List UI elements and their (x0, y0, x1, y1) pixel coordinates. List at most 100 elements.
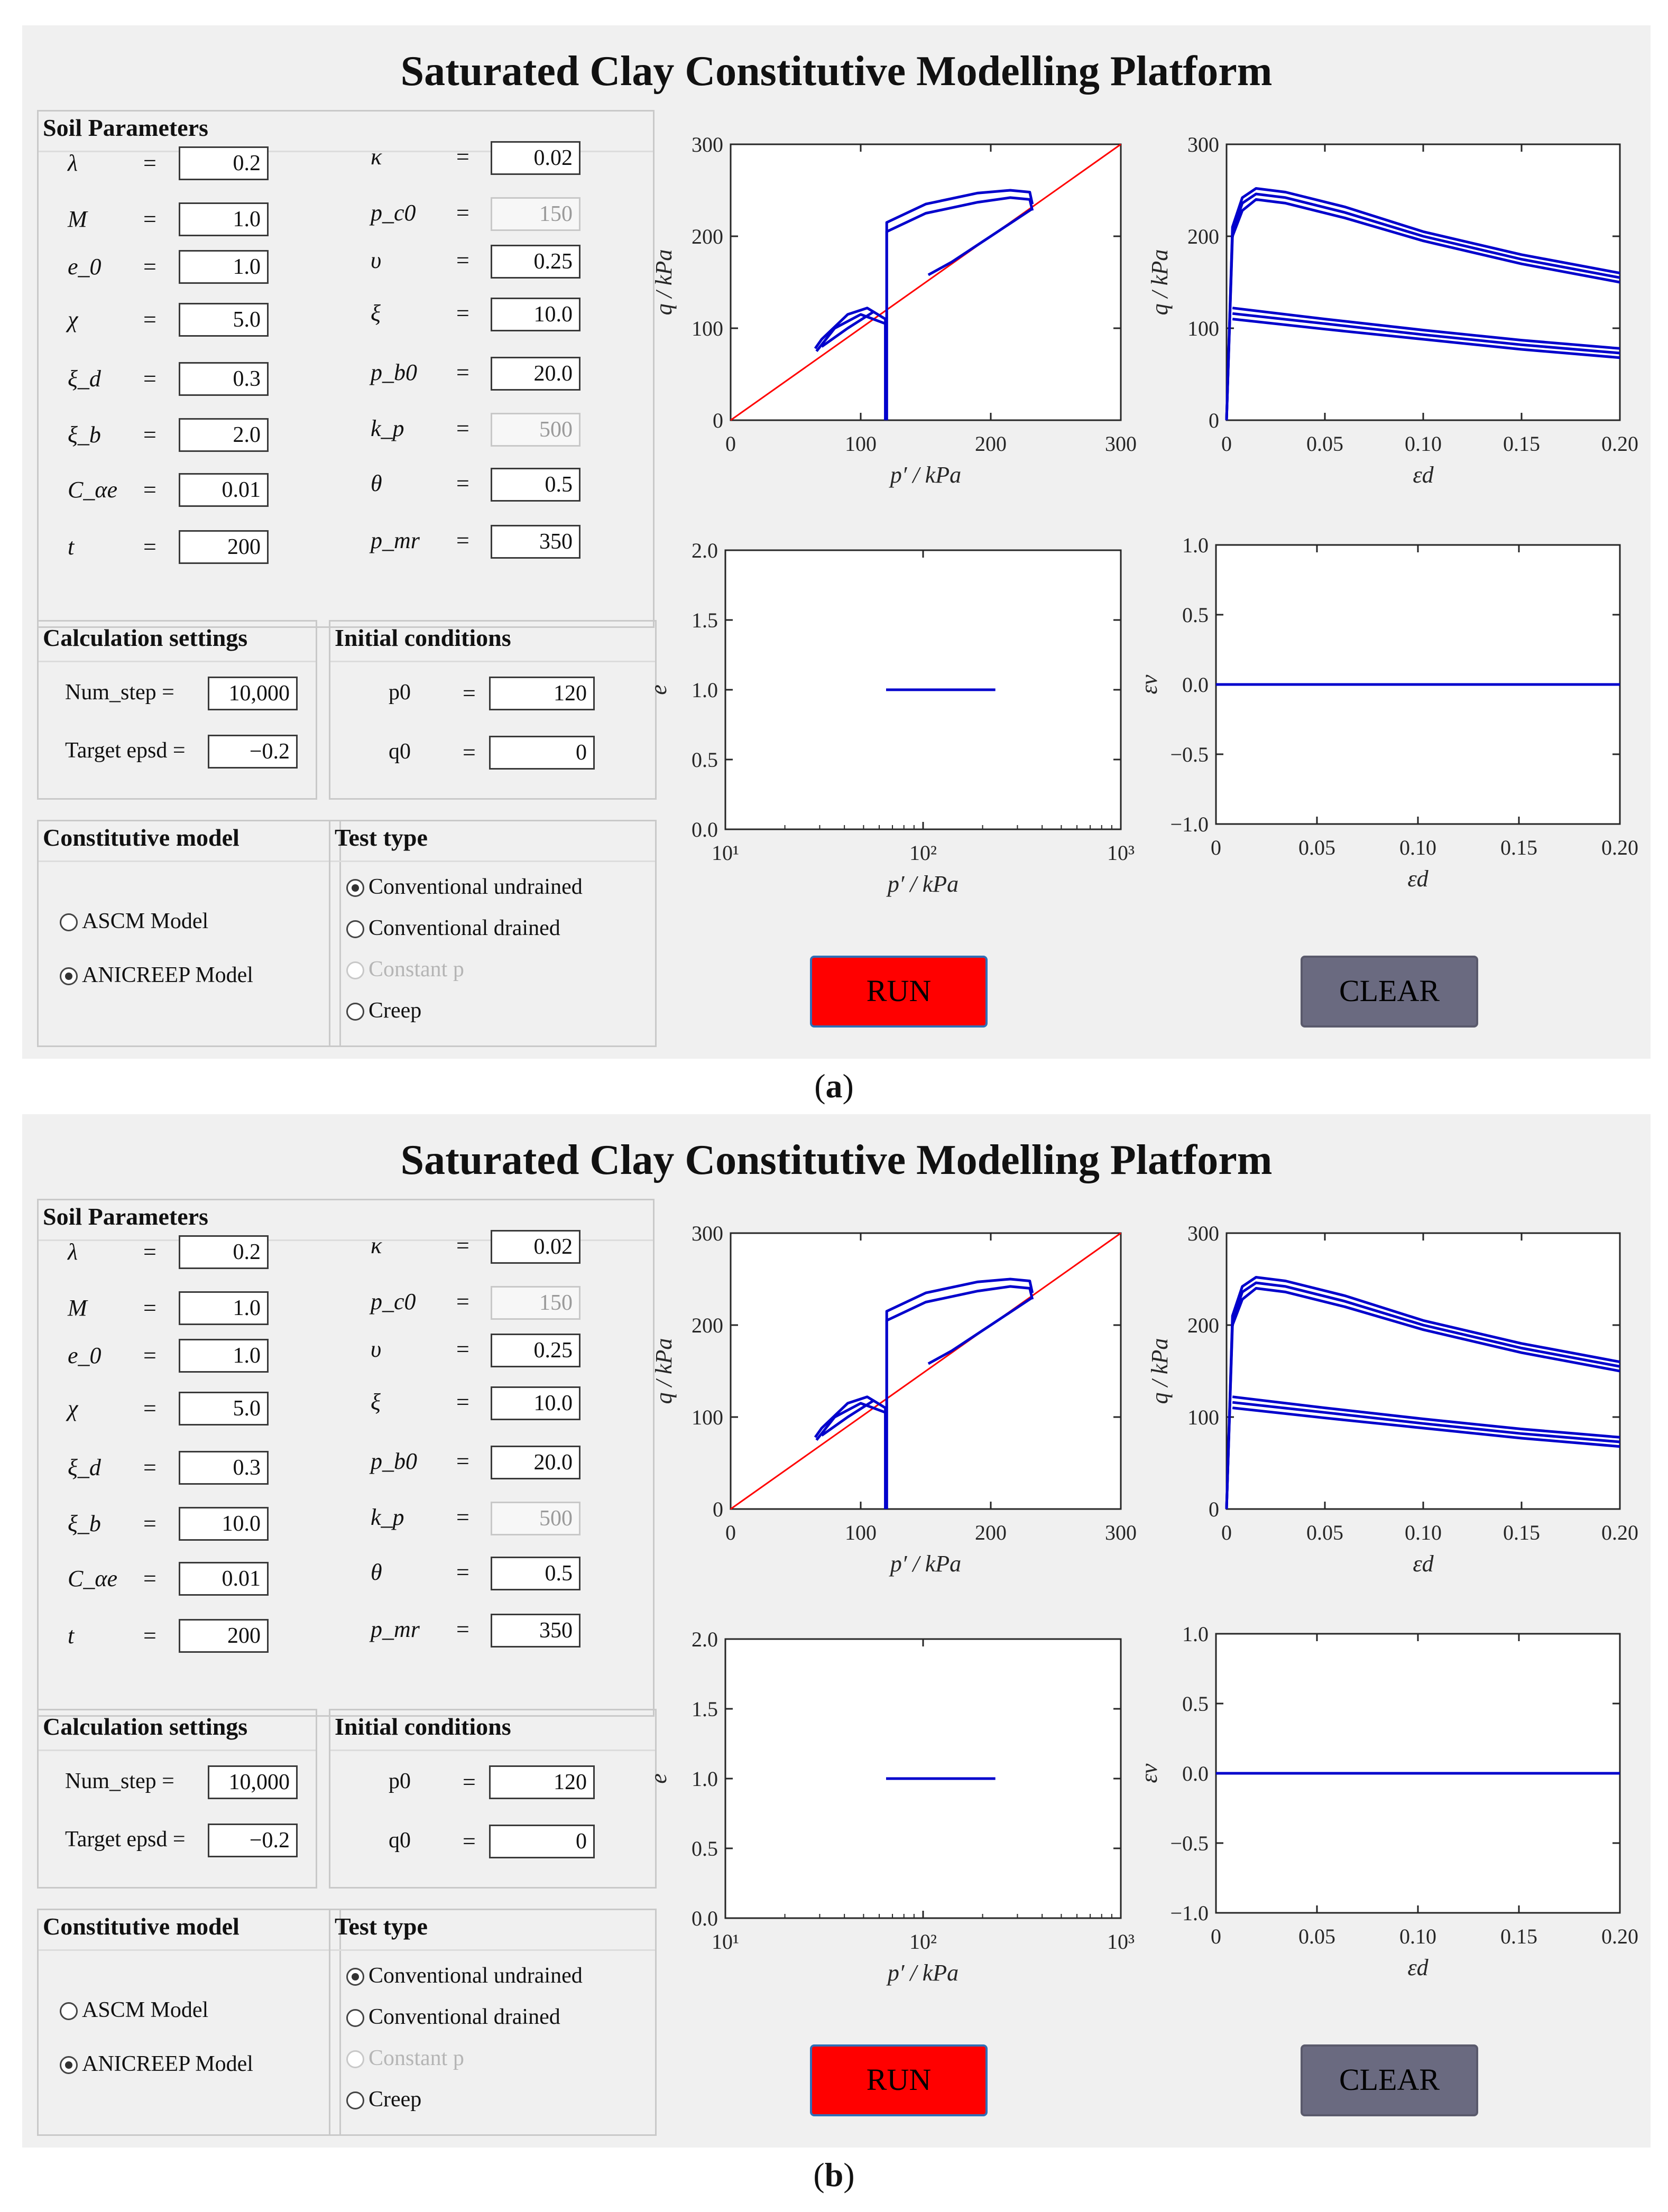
clear-button[interactable]: CLEAR (1301, 956, 1478, 1028)
param-input[interactable]: 10.0 (179, 1507, 269, 1541)
y-axis-label: q / kPa (1147, 1338, 1173, 1404)
param-input[interactable]: 0.02 (491, 141, 580, 175)
model-option[interactable]: ANICREEP Model (60, 962, 253, 988)
param-input[interactable]: 0.5 (491, 1557, 580, 1590)
q0-input[interactable]: 0 (489, 736, 595, 770)
equals-sign: = (143, 1566, 156, 1591)
param-input[interactable]: 0.25 (491, 245, 580, 279)
param-input[interactable]: 350 (491, 1614, 580, 1648)
test-type-group: Test type Conventional undrained Conventio… (329, 1909, 657, 2136)
num-step-input[interactable]: 10,000 (208, 677, 298, 710)
param-input[interactable]: 0.2 (179, 1235, 269, 1269)
radio-button-icon[interactable] (60, 967, 78, 985)
param-input[interactable]: 0.5 (491, 468, 580, 502)
group-divider (330, 661, 655, 662)
param-input[interactable]: 5.0 (179, 1392, 269, 1426)
param-input[interactable]: 5.0 (179, 303, 269, 337)
test-type-option[interactable]: Creep (346, 998, 421, 1023)
y-axis-label: q / kPa (1147, 249, 1173, 316)
num-step-input[interactable]: 10,000 (208, 1765, 298, 1799)
radio-button-icon[interactable] (346, 2009, 364, 2027)
y-tick-label: −0.5 (1170, 1831, 1209, 1855)
param-input[interactable]: 0.01 (179, 473, 269, 507)
param-input[interactable]: 1.0 (179, 202, 269, 236)
p0-input[interactable]: 120 (489, 677, 595, 710)
radio-button-icon[interactable] (346, 879, 364, 897)
param-label: ξ_b (68, 422, 101, 448)
num-step-label: Num_step = (65, 1769, 174, 1793)
param-input[interactable]: 10.0 (491, 298, 580, 331)
q0-label: q0 (389, 1828, 411, 1853)
test-type-option[interactable]: Creep (346, 2087, 421, 2112)
param-label: p_c0 (371, 1289, 416, 1315)
param-label: e_0 (68, 254, 102, 280)
radio-button-icon[interactable] (346, 1968, 364, 1986)
param-input[interactable]: 200 (179, 1619, 269, 1653)
y-tick-label: 1.0 (692, 678, 718, 702)
param-label: p_mr (371, 527, 420, 553)
model-option[interactable]: ASCM Model (60, 1997, 208, 2023)
param-input[interactable]: 350 (491, 525, 580, 559)
y-tick-label: 0.0 (1182, 1762, 1209, 1785)
target-epsd-input[interactable]: −0.2 (208, 1824, 298, 1857)
group-divider (39, 661, 316, 662)
p0-input[interactable]: 120 (489, 1765, 595, 1799)
x-tick-label: 0.05 (1298, 1924, 1335, 1948)
run-button[interactable]: RUN (810, 956, 988, 1028)
chart-4: 0 0.05 0.10 0.15 0.20 −1.0 −0.5 0.0 0.5 1.0 εd εv (1136, 1622, 1638, 1980)
param-input[interactable]: 0.2 (179, 146, 269, 180)
run-button[interactable]: RUN (810, 2044, 988, 2116)
series-line (1232, 1395, 1620, 1439)
param-input[interactable]: 1.0 (179, 250, 269, 284)
y-tick-label: 1.0 (1182, 1622, 1209, 1646)
param-label: ξ (371, 300, 381, 326)
initial-conditions-group: Initial conditions p0 = 120 q0 = 0 (329, 1709, 657, 1889)
param-input[interactable]: 1.0 (179, 1291, 269, 1325)
equals-sign: = (456, 200, 469, 226)
test-type-option[interactable]: Conventional drained (346, 2004, 560, 2030)
target-epsd-input[interactable]: −0.2 (208, 735, 298, 769)
clear-button[interactable]: CLEAR (1301, 2044, 1478, 2116)
chart-2: 0 0.05 0.10 0.15 0.20 0 100 200 300 εd q / kPa (1147, 1221, 1638, 1577)
param-input[interactable]: 0.25 (491, 1334, 580, 1367)
param-input[interactable]: 20.0 (491, 357, 580, 391)
radio-button-icon[interactable] (346, 2091, 364, 2109)
radio-button-icon[interactable] (346, 1003, 364, 1021)
soil-parameters-group: Soil Parameters λ = 0.2 M = 1.0 e_0 = 1.0 χ = 5.0 ξ_d… (37, 1199, 655, 1717)
test-type-option[interactable]: Conventional undrained (346, 1963, 583, 1988)
x-tick-label: 0.20 (1601, 1924, 1638, 1948)
param-input[interactable]: 0.3 (179, 1451, 269, 1485)
model-option[interactable]: ASCM Model (60, 909, 208, 934)
x-tick-label: 0.05 (1306, 432, 1343, 456)
target-epsd-label: Target epsd = (65, 738, 186, 763)
group-divider (39, 860, 339, 862)
radio-button-icon[interactable] (60, 913, 78, 931)
x-tick-label: 10¹ (712, 841, 739, 865)
radio-button-icon[interactable] (60, 2056, 78, 2074)
radio-button-icon[interactable] (346, 920, 364, 938)
test-type-option[interactable]: Conventional undrained (346, 874, 583, 900)
param-input[interactable]: 1.0 (179, 1339, 269, 1373)
param-input[interactable]: 0.3 (179, 362, 269, 396)
param-input[interactable]: 200 (179, 530, 269, 564)
equals-sign: = (143, 206, 156, 232)
group-divider (330, 1949, 655, 1951)
radio-button-icon[interactable] (60, 2002, 78, 2020)
param-input[interactable]: 10.0 (491, 1386, 580, 1420)
model-option[interactable]: ANICREEP Model (60, 2051, 253, 2077)
constitutive-model-title: Constitutive model (43, 824, 239, 851)
y-tick-label: 300 (1187, 133, 1219, 156)
param-input[interactable]: 2.0 (179, 418, 269, 452)
equals-sign: = (456, 144, 469, 170)
series-line (1225, 198, 1620, 421)
equals-sign: = (143, 477, 156, 503)
param-input[interactable]: 0.02 (491, 1230, 580, 1264)
test-type-option[interactable]: Conventional drained (346, 915, 560, 941)
series-line (927, 207, 1034, 276)
q0-input[interactable]: 0 (489, 1825, 595, 1858)
param-input[interactable]: 20.0 (491, 1446, 580, 1479)
param-input[interactable]: 0.01 (179, 1562, 269, 1596)
y-tick-label: 100 (692, 317, 723, 340)
group-divider (39, 1750, 316, 1751)
test-type-option: Constant p (346, 2046, 464, 2071)
